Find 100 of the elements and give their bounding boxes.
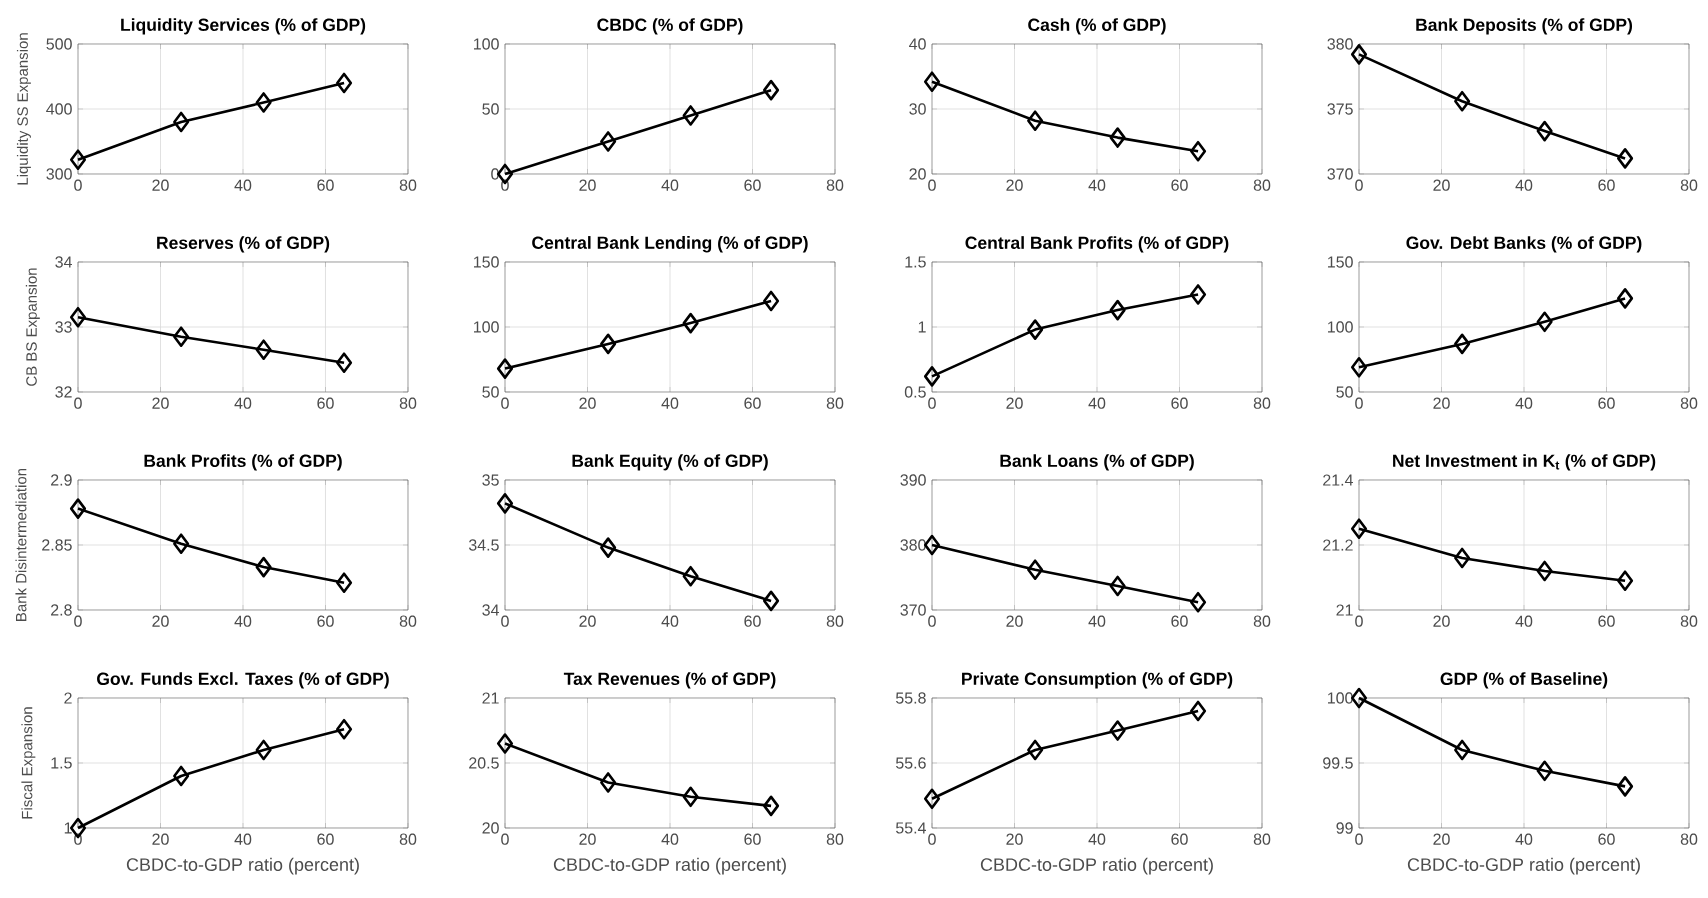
x-tick-label: 60 xyxy=(1598,397,1615,409)
point xyxy=(1617,776,1634,797)
x-tick-label: 80 xyxy=(1680,615,1698,627)
y-tick-label: 1.5 xyxy=(905,256,926,268)
y-tick-label: 21 xyxy=(1336,604,1353,616)
x-tick-label: 40 xyxy=(661,397,679,409)
x-tick-label: 0 xyxy=(74,179,82,191)
x-tick-label: 20 xyxy=(152,615,169,627)
y-tick-label: 32 xyxy=(55,386,72,398)
x-tick-label: 0 xyxy=(1355,833,1363,845)
y-tick-label: 30 xyxy=(909,103,926,115)
x-tick-label: 40 xyxy=(1088,397,1106,409)
x-tick-label: 20 xyxy=(1433,179,1450,191)
point xyxy=(763,290,780,312)
x-tick-label: 80 xyxy=(399,615,417,627)
y-tick-label: 40 xyxy=(909,38,926,50)
x-tick-label: 0 xyxy=(928,397,936,409)
x-tick-label: 40 xyxy=(1088,179,1106,191)
y-tick-label: 21.2 xyxy=(1323,539,1353,551)
x-tick-label: 40 xyxy=(1515,179,1533,191)
x-tick-label: 80 xyxy=(399,833,417,845)
x-axis-title: CBDC-to-GDP ratio (percent) xyxy=(553,857,786,875)
y-tick-label: 375 xyxy=(1327,103,1353,115)
y-tick-label: 20.5 xyxy=(469,757,499,769)
point xyxy=(1350,357,1368,378)
y-tick-label: 370 xyxy=(1327,168,1353,180)
x-tick-label: 20 xyxy=(579,179,596,191)
y-tick-label: 33 xyxy=(55,321,72,333)
chart-title: Bank Loans (% of GDP) xyxy=(1000,454,1194,471)
x-tick-label: 60 xyxy=(317,397,334,409)
x-tick-label: 20 xyxy=(579,833,596,845)
x-tick-label: 40 xyxy=(661,179,679,191)
chart-title: GDP (% of Baseline) xyxy=(1440,672,1608,689)
x-tick-label: 60 xyxy=(317,833,334,845)
y-axis-title: Bank Disintermediation xyxy=(15,468,27,621)
x-tick-label: 60 xyxy=(1598,179,1615,191)
point xyxy=(1536,311,1553,333)
chart-title: Bank Equity (% of GDP) xyxy=(572,454,768,471)
y-tick-label: 390 xyxy=(900,474,926,486)
x-tick-label: 20 xyxy=(1006,397,1023,409)
x-tick-label: 20 xyxy=(1006,615,1023,627)
x-tick-label: 20 xyxy=(1006,179,1023,191)
x-tick-label: 80 xyxy=(1253,397,1271,409)
y-tick-label: 2.85 xyxy=(42,539,72,551)
point xyxy=(173,326,190,348)
y-tick-label: 2 xyxy=(64,692,72,704)
point xyxy=(69,149,87,170)
x-tick-label: 40 xyxy=(661,833,679,845)
y-tick-label: 99.5 xyxy=(1323,757,1353,769)
x-tick-label: 20 xyxy=(152,833,169,845)
x-tick-label: 60 xyxy=(1598,833,1615,845)
x-tick-label: 60 xyxy=(317,179,334,191)
x-tick-label: 60 xyxy=(744,833,761,845)
chart-title: Gov. Debt Banks (% of GDP) xyxy=(1406,236,1642,253)
x-tick-label: 80 xyxy=(1680,179,1698,191)
point xyxy=(336,718,353,740)
x-tick-label: 0 xyxy=(74,615,82,627)
x-tick-label: 60 xyxy=(1171,615,1188,627)
point xyxy=(1027,559,1044,580)
y-tick-label: 50 xyxy=(1336,386,1353,398)
point xyxy=(1190,591,1207,613)
y-tick-label: 400 xyxy=(46,103,72,115)
x-tick-label: 0 xyxy=(501,833,509,845)
x-tick-label: 20 xyxy=(579,615,596,627)
point xyxy=(1536,560,1553,582)
x-tick-label: 40 xyxy=(234,615,252,627)
x-tick-label: 40 xyxy=(661,615,679,627)
y-tick-label: 380 xyxy=(1327,38,1353,50)
x-tick-label: 0 xyxy=(501,397,509,409)
x-tick-label: 60 xyxy=(744,397,761,409)
point xyxy=(763,795,780,817)
y-tick-label: 2.8 xyxy=(51,604,72,616)
point xyxy=(682,786,699,808)
y-tick-label: 35 xyxy=(482,474,499,486)
point xyxy=(1027,739,1044,761)
x-tick-label: 0 xyxy=(1355,615,1363,627)
chart-title: Cash (% of GDP) xyxy=(1028,18,1166,35)
y-tick-label: 55.4 xyxy=(895,822,926,834)
y-tick-label: 0.5 xyxy=(904,386,926,398)
point xyxy=(600,333,617,355)
y-tick-label: 20 xyxy=(909,168,926,180)
point xyxy=(1536,760,1553,782)
point xyxy=(1190,140,1207,162)
point xyxy=(1109,127,1126,148)
point xyxy=(336,352,353,374)
x-tick-label: 20 xyxy=(1433,615,1450,627)
x-tick-label: 0 xyxy=(928,615,936,627)
y-tick-label: 100 xyxy=(474,321,499,333)
y-tick-label: 55.8 xyxy=(895,692,926,704)
x-tick-label: 60 xyxy=(1171,833,1188,845)
x-tick-label: 80 xyxy=(399,179,417,191)
chart-title: Private Consumption (% of GDP) xyxy=(962,672,1233,689)
x-axis-title: CBDC-to-GDP ratio (percent) xyxy=(980,857,1213,875)
y-tick-label: 100 xyxy=(474,38,499,50)
x-tick-label: 40 xyxy=(1515,397,1533,409)
y-tick-label: 150 xyxy=(1328,256,1353,268)
point xyxy=(1109,720,1126,741)
x-axis-title: CBDC-to-GDP ratio (percent) xyxy=(1407,857,1640,875)
y-axis-title: CB BS Expansion xyxy=(25,268,40,386)
x-tick-label: 40 xyxy=(1515,833,1533,845)
